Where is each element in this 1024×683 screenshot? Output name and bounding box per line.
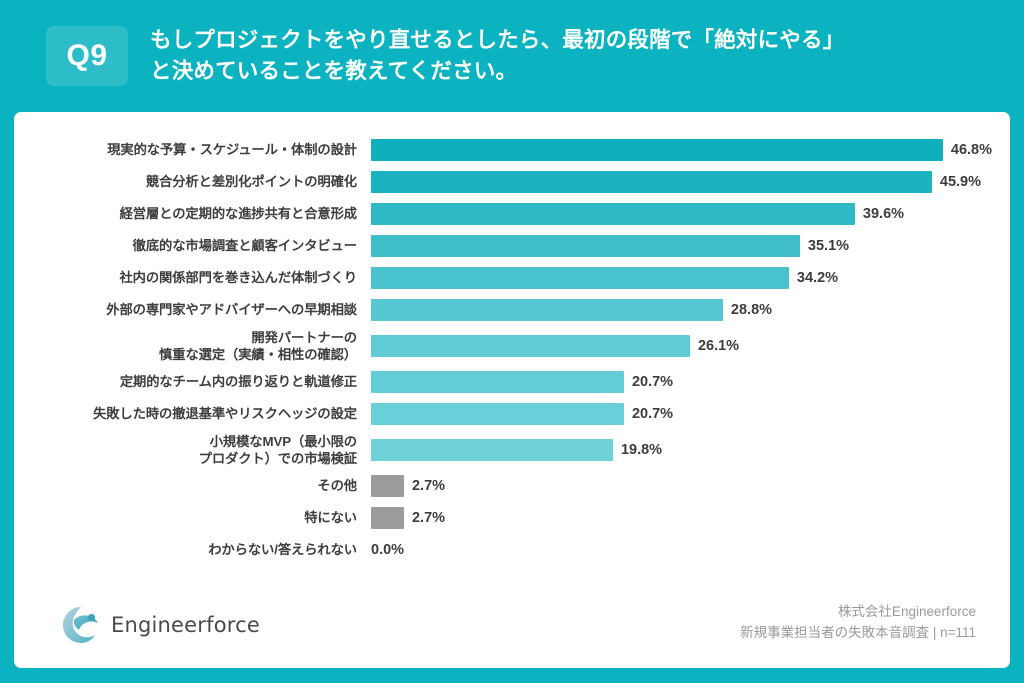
bar-category-label-line-1: 現実的な予算・スケジュール・体制の設計 (107, 142, 357, 158)
bar-track: 45.9% (371, 166, 1010, 198)
chart-row: 小規模なMVP（最小限のプロダクト）での市場検証 19.8% (14, 430, 1010, 470)
bar-category-label: 開発パートナーの慎重な選定（実績・相性の確認） (14, 329, 357, 363)
question-number-label: Q9 (66, 39, 108, 72)
footer-survey-info: 新規事業担当者の失敗本音調査 | n=111 (740, 624, 976, 640)
bar-track: 39.6% (371, 198, 1010, 230)
bar-track: 46.8% (371, 134, 1010, 166)
bar-value-label: 19.8% (620, 442, 663, 458)
bar-category-label-line-1: 社内の関係部門を巻き込んだ体制づくり (119, 270, 357, 286)
bar-track: 26.1% (371, 326, 1010, 366)
bar-category-label: その他 (14, 477, 357, 494)
bar-category-label: 小規模なMVP（最小限のプロダクト）での市場検証 (14, 433, 357, 467)
bar-track: 0.0% (371, 534, 1010, 566)
bar-category-label-line-1: 定期的なチーム内の振り返りと軌道修正 (119, 374, 357, 390)
bar-category-label: わからない/答えられない (14, 541, 357, 558)
bar-category-label: 外部の専門家やアドバイザーへの早期相談 (14, 301, 357, 318)
card-footer: Engineerforce 株式会社Engineerforce 新規事業担当者の… (14, 590, 1010, 668)
bar (371, 371, 624, 393)
chart-row: 現実的な予算・スケジュール・体制の設計 46.8% (14, 134, 1010, 166)
page-title-line-1: もしプロジェクトをやり直せるとしたら、最初の段階で「絶対にやる」 (150, 28, 845, 53)
footer-company: 株式会社Engineerforce (837, 604, 976, 619)
bar-value-label: 35.1% (807, 238, 850, 254)
bar-category-label: 定期的なチーム内の振り返りと軌道修正 (14, 373, 357, 390)
bar-category-label-line-1: 小規模なMVP（最小限の (209, 433, 357, 449)
bar-category-label: 特にない (14, 509, 357, 526)
chart-row: 競合分析と差別化ポイントの明確化 45.9% (14, 166, 1010, 198)
chart-row: わからない/答えられない 0.0% (14, 534, 1010, 566)
bar-track: 20.7% (371, 366, 1010, 398)
bar-category-label: 競合分析と差別化ポイントの明確化 (14, 173, 357, 190)
bar-value-label: 2.7% (411, 510, 446, 526)
chart-row: 開発パートナーの慎重な選定（実績・相性の確認） 26.1% (14, 326, 1010, 366)
page-title-line-2: と決めていることを教えてください。 (150, 59, 518, 83)
bar (371, 335, 690, 357)
bar-value-label: 28.8% (730, 302, 773, 318)
bar-category-label: 失敗した時の撤退基準やリスクヘッジの設定 (14, 405, 357, 422)
bar-value-label: 34.2% (796, 270, 839, 286)
bar (371, 203, 855, 225)
chart-row: 徹底的な市場調査と顧客インタビュー 35.1% (14, 230, 1010, 262)
bar-category-label-line-1: その他 (317, 478, 357, 494)
bar (371, 171, 932, 193)
footer-meta: 株式会社Engineerforce 新規事業担当者の失敗本音調査 | n=111 (740, 602, 976, 644)
bar (371, 507, 404, 529)
bar-chart: 現実的な予算・スケジュール・体制の設計 46.8% 競合分析と差別化ポイントの明確化… (14, 134, 1010, 566)
chart-row: 定期的なチーム内の振り返りと軌道修正 20.7% (14, 366, 1010, 398)
bar-category-label-line-1: 徹底的な市場調査と顧客インタビュー (132, 238, 357, 254)
page-title: もしプロジェクトをやり直せるとしたら、最初の段階で「絶対にやる」 と決めているこ… (150, 25, 844, 86)
bar-track: 35.1% (371, 230, 1010, 262)
chart-row: 社内の関係部門を巻き込んだ体制づくり 34.2% (14, 262, 1010, 294)
bar (371, 139, 943, 161)
chart-card: 現実的な予算・スケジュール・体制の設計 46.8% 競合分析と差別化ポイントの明確化… (14, 112, 1010, 668)
bar-value-label: 0.0% (371, 542, 405, 558)
bar-value-label: 20.7% (631, 406, 674, 422)
bar-value-label: 45.9% (939, 174, 982, 190)
bar-track: 20.7% (371, 398, 1010, 430)
bar-category-label-line-2: プロダクト）での市場検証 (198, 451, 357, 466)
chart-row: 失敗した時の撤退基準やリスクヘッジの設定 20.7% (14, 398, 1010, 430)
bar-category-label: 社内の関係部門を巻き込んだ体制づくり (14, 269, 357, 286)
bar-value-label: 26.1% (697, 338, 740, 354)
bar (371, 439, 613, 461)
question-number-badge: Q9 (46, 26, 128, 86)
bar (371, 475, 404, 497)
bar (371, 235, 800, 257)
bar-value-label: 46.8% (950, 142, 993, 158)
bar-category-label: 現実的な予算・スケジュール・体制の設計 (14, 141, 357, 158)
bar-category-label: 経営層との定期的な進捗共有と合意形成 (14, 205, 358, 222)
bar (371, 403, 624, 425)
bar-track: 19.8% (371, 430, 1010, 470)
bar-category-label-line-2: 慎重な選定（実績・相性の確認） (159, 347, 357, 362)
bar-track: 28.8% (371, 294, 1010, 326)
bar-category-label-line-1: 経営層との定期的な進捗共有と合意形成 (119, 206, 358, 222)
bar-track: 34.2% (371, 262, 1010, 294)
chart-row: 特にない 2.7% (14, 502, 1010, 534)
bar-category-label-line-1: 特にない (304, 510, 357, 526)
bar (371, 267, 789, 289)
chart-row: 経営層との定期的な進捗共有と合意形成 39.6% (14, 198, 1010, 230)
bar-value-label: 39.6% (862, 206, 905, 222)
bar-category-label-line-1: 失敗した時の撤退基準やリスクヘッジの設定 (93, 406, 357, 422)
bar-value-label: 2.7% (411, 478, 446, 494)
bar-track: 2.7% (371, 502, 1010, 534)
bar-category-label: 徹底的な市場調査と顧客インタビュー (14, 237, 357, 254)
chart-row: 外部の専門家やアドバイザーへの早期相談 28.8% (14, 294, 1010, 326)
brand-logo: Engineerforce (60, 604, 260, 646)
engineerforce-swoosh-icon (60, 604, 102, 646)
bar-category-label-line-1: わからない/答えられない (208, 542, 357, 558)
brand-name: Engineerforce (111, 613, 261, 637)
bar-category-label-line-1: 外部の専門家やアドバイザーへの早期相談 (106, 302, 357, 318)
bar-value-label: 20.7% (631, 374, 674, 390)
chart-row: その他 2.7% (14, 470, 1010, 502)
bar-track: 2.7% (371, 470, 1010, 502)
header: Q9 もしプロジェクトをやり直せるとしたら、最初の段階で「絶対にやる」 と決めて… (0, 0, 1024, 112)
bar-category-label-line-1: 開発パートナーの (251, 329, 357, 345)
bar (371, 299, 723, 321)
bar-category-label-line-1: 競合分析と差別化ポイントの明確化 (145, 174, 357, 190)
